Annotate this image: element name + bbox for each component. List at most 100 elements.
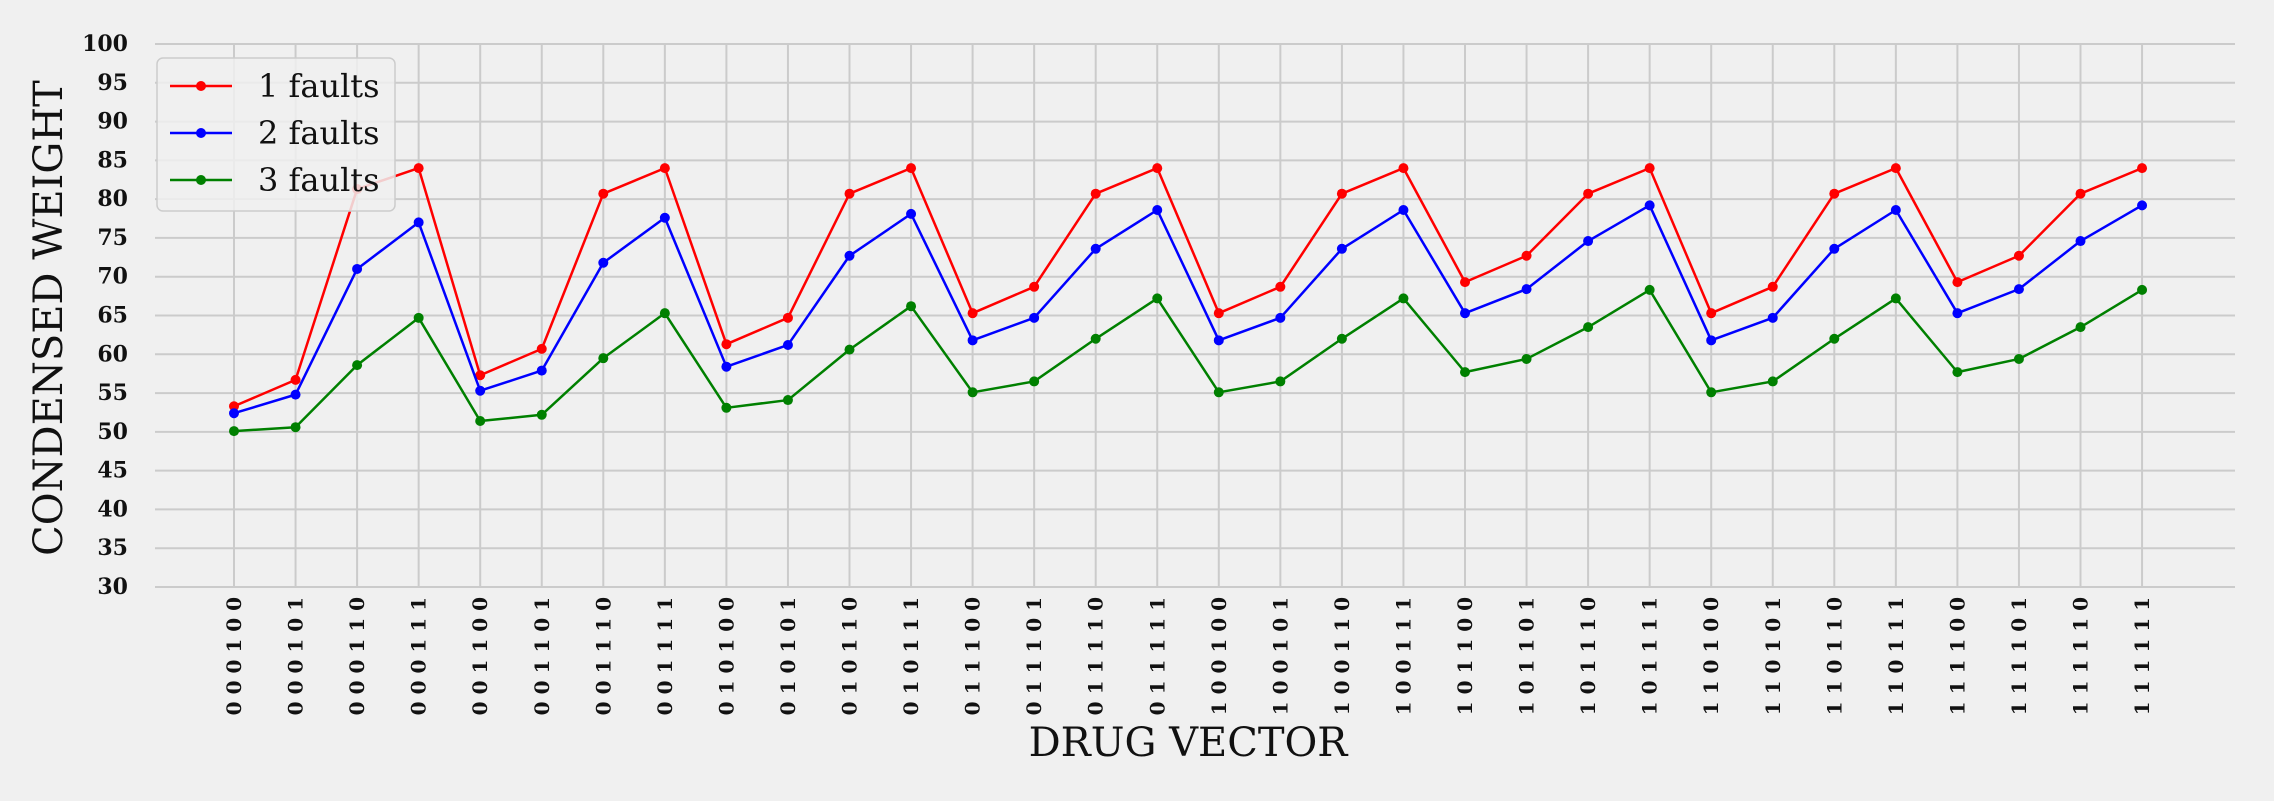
data-point: [721, 402, 732, 413]
data-point: [1275, 376, 1286, 387]
y-tick-label: 35: [97, 535, 128, 561]
x-tick-label: 0 0 1 1 1 0: [591, 597, 615, 715]
y-tick-label: 95: [97, 70, 128, 96]
legend-label: 3 faults: [258, 161, 380, 199]
data-point: [1029, 312, 1040, 323]
data-point: [475, 385, 486, 396]
x-tick-label: 0 0 0 1 0 0: [222, 597, 246, 715]
data-point: [1890, 205, 1901, 216]
data-point: [659, 212, 670, 223]
data-point: [1336, 243, 1347, 254]
data-point: [1767, 312, 1778, 323]
x-tick-label: 1 1 0 1 0 1: [1761, 597, 1785, 715]
x-tick-label: 0 1 0 1 1 1: [899, 597, 923, 715]
x-tick-label: 1 1 1 1 0 0: [1945, 597, 1969, 715]
data-point: [967, 335, 978, 346]
data-point: [782, 339, 793, 350]
data-point: [1090, 188, 1101, 199]
data-point: [229, 408, 239, 419]
data-point: [844, 344, 855, 355]
x-tick-label: 1 1 0 1 1 1: [1884, 597, 1908, 715]
data-point: [1275, 281, 1286, 292]
data-point: [721, 339, 732, 350]
data-point: [2013, 250, 2024, 261]
data-point: [290, 374, 301, 385]
y-tick-label: 60: [97, 341, 128, 367]
y-tick-label: 65: [97, 303, 128, 329]
data-point: [2137, 284, 2148, 295]
y-tick-label: 80: [97, 186, 128, 212]
grid-lines: [155, 43, 2235, 588]
data-point: [1583, 188, 1594, 199]
x-tick-label: 0 1 1 1 1 0: [1084, 597, 1108, 715]
data-point: [967, 387, 978, 398]
data-point: [1521, 250, 1532, 261]
x-tick-label: 1 1 0 1 0 0: [1699, 597, 1723, 715]
data-point: [475, 370, 486, 381]
data-point: [1029, 281, 1040, 292]
x-tick-label: 1 0 1 1 0 0: [1453, 597, 1477, 715]
x-tick-label: 0 1 1 1 0 1: [1022, 597, 1046, 715]
data-point: [536, 365, 547, 376]
series-line: [233, 204, 2143, 415]
data-point: [1336, 188, 1347, 199]
data-point: [1090, 243, 1101, 254]
y-tick-label: 70: [97, 264, 128, 290]
legend-label: 1 faults: [258, 67, 380, 105]
x-tick-label: 0 1 1 1 0 0: [961, 597, 985, 715]
x-tick-label: 0 1 0 1 0 1: [776, 597, 800, 715]
data-point: [1152, 293, 1163, 304]
data-point: [413, 312, 424, 323]
data-point: [1890, 293, 1901, 304]
legend-box: [156, 57, 396, 212]
x-tick-label: 1 0 0 1 0 1: [1268, 597, 1292, 715]
data-point: [290, 422, 301, 433]
data-point: [844, 250, 855, 261]
data-point: [1583, 322, 1594, 333]
data-point: [2137, 200, 2148, 211]
x-tick-label: 1 0 1 1 0 1: [1515, 597, 1539, 715]
y-tick-label: 50: [97, 419, 128, 445]
data-point: [659, 308, 670, 319]
data-point: [906, 163, 917, 174]
x-axis-ticks: 0 0 0 1 0 0 0 0 0 1 0 1 0 0 0 1 1 0 0 0 0 1…: [222, 597, 2154, 715]
data-point: [1952, 308, 1963, 319]
data-point: [1213, 335, 1224, 346]
y-tick-label: 45: [97, 458, 128, 484]
x-tick-label: 1 0 1 1 1 0: [1576, 597, 1600, 715]
legend-entry-2: 2 faults: [170, 114, 380, 152]
x-tick-label: 1 1 1 1 0 1: [2007, 597, 2031, 715]
x-tick-label: 1 0 0 1 1 0: [1330, 597, 1354, 715]
data-point: [598, 353, 609, 364]
data-point: [290, 389, 301, 400]
data-point: [1583, 236, 1594, 247]
data-point: [1152, 163, 1163, 174]
data-point: [721, 361, 732, 372]
y-tick-label: 75: [97, 225, 128, 251]
data-point: [2075, 322, 2086, 333]
y-tick-label: 85: [97, 147, 128, 173]
data-point: [1644, 284, 1655, 295]
y-tick-label: 100: [82, 31, 128, 57]
series-line: [233, 288, 2143, 433]
x-tick-label: 0 0 1 1 0 0: [468, 597, 492, 715]
data-point: [229, 401, 239, 412]
series-1-faults: [229, 163, 2148, 412]
x-tick-label: 1 0 0 1 1 1: [1391, 597, 1415, 715]
data-point: [598, 257, 609, 268]
data-point: [1706, 308, 1717, 319]
x-tick-label: 0 1 1 1 1 1: [1145, 597, 1169, 715]
data-point: [1706, 387, 1717, 398]
data-point: [352, 263, 363, 274]
data-point: [1767, 376, 1778, 387]
legend-label: 2 faults: [258, 114, 380, 152]
legend: 1 faults 2 faults 3 faults: [156, 57, 396, 212]
y-tick-label: 30: [97, 574, 128, 600]
legend-entry-1: 1 faults: [170, 67, 380, 105]
x-tick-label: 1 0 0 1 0 0: [1207, 597, 1231, 715]
data-point: [413, 163, 424, 174]
x-tick-label: 1 0 1 1 1 1: [1638, 597, 1662, 715]
x-tick-label: 0 0 0 1 1 0: [345, 597, 369, 715]
x-tick-label: 0 1 0 1 0 0: [714, 597, 738, 715]
y-axis-title: CONDENSED WEIGHT: [26, 80, 72, 556]
